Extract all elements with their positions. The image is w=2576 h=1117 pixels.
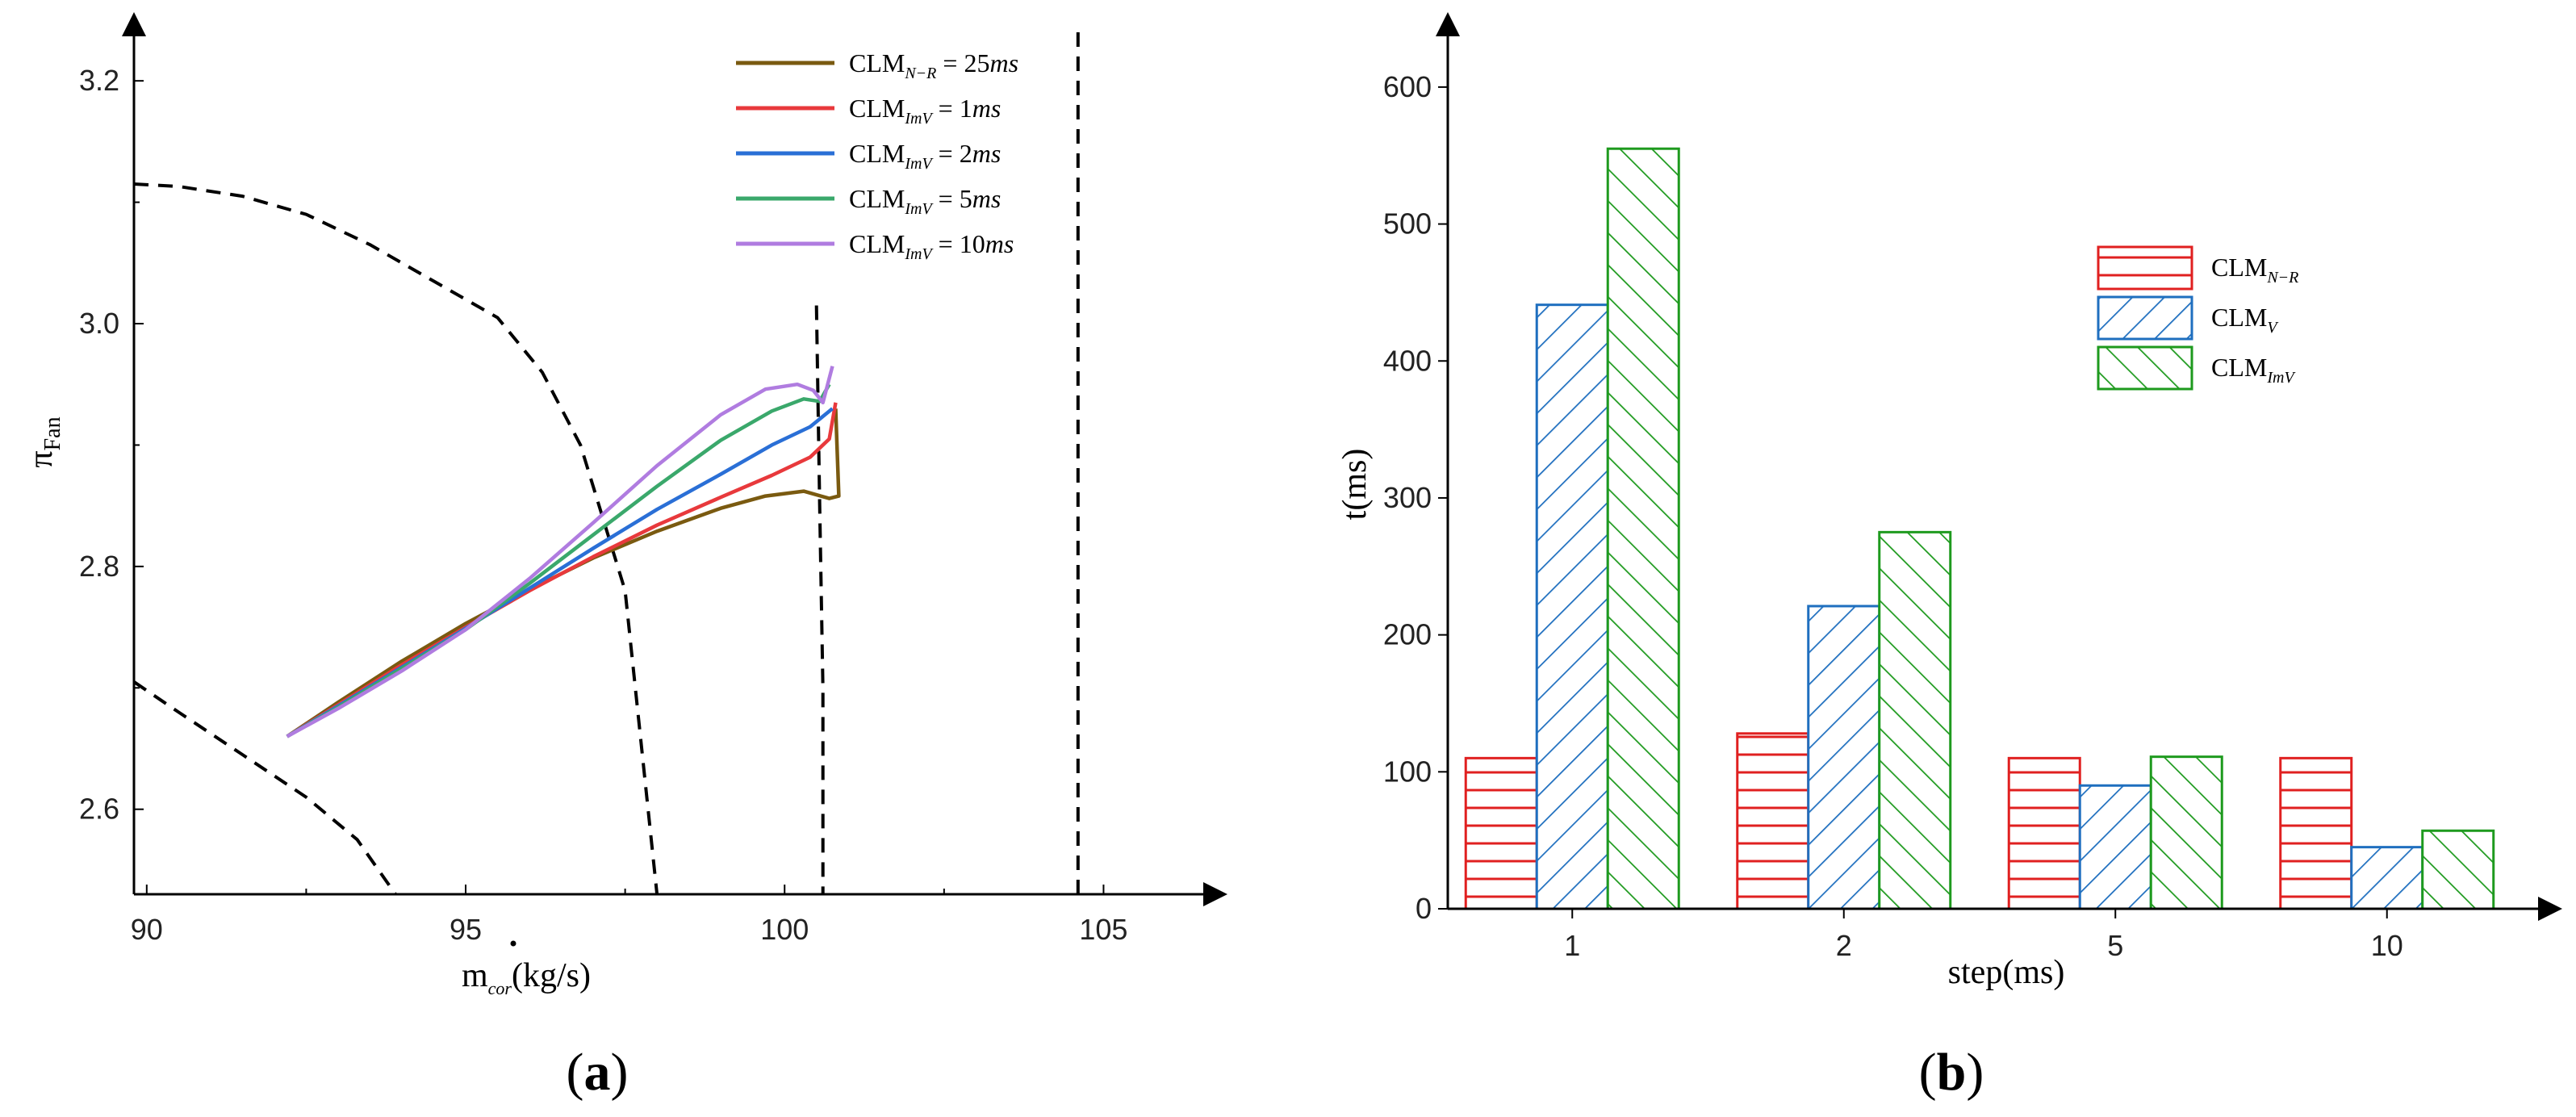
- y-tick-label: 3.0: [79, 307, 119, 340]
- legend: CLMN−R CLMV CLMImV: [2097, 245, 2298, 391]
- y-tick-label: 200: [1383, 618, 1432, 651]
- legend-label: CLMImV: [2211, 353, 2296, 387]
- bar: [1807, 605, 1881, 910]
- x-tick-label: 10: [2371, 929, 2403, 962]
- bar: [2149, 755, 2223, 910]
- legend-label: CLMN−R: [2211, 253, 2298, 287]
- bar: [2007, 756, 2081, 910]
- axes: [122, 12, 1227, 906]
- legend-label: CLMN−R = 25ms: [849, 48, 1018, 82]
- panel-label-b: (b): [1919, 1043, 1984, 1102]
- bar: [2078, 784, 2152, 910]
- panel-a-line-chart: 90 95 100 105 2.6 2.8 3.0 3.2 mcor(kg/s) πFan C…: [23, 12, 1227, 1102]
- bar-group: [1464, 147, 2495, 910]
- legend-label: CLMV: [2211, 303, 2279, 337]
- bar: [2350, 846, 2424, 910]
- y-tick-label: 600: [1383, 70, 1432, 103]
- y-tick-label: 300: [1383, 481, 1432, 514]
- legend-label: CLMImV = 10ms: [849, 229, 1014, 263]
- y-tick-label: 400: [1383, 344, 1432, 377]
- x-tick-label: 2: [1836, 929, 1852, 962]
- legend-label: CLMImV = 5ms: [849, 184, 1001, 218]
- bar: [1535, 303, 1609, 910]
- panel-label-a: (a): [567, 1043, 629, 1102]
- y-axis-title: t(ms): [1336, 449, 1374, 521]
- x-axis-title-main: m: [462, 957, 488, 994]
- y-axis-title-main: π: [23, 450, 60, 467]
- x-tick-label: 90: [131, 913, 163, 946]
- x-tick-label: 100: [760, 913, 809, 946]
- x-tick-label: 95: [450, 913, 482, 946]
- y-axis-title: πFan: [23, 416, 65, 467]
- x-tick-label: 1: [1564, 929, 1580, 962]
- x-axis-title-unit: (kg/s): [512, 957, 591, 994]
- mdot-marker: [510, 940, 516, 947]
- legend: CLMN−R = 25ms CLMImV = 1ms CLMImV = 2ms CLM…: [736, 48, 1018, 263]
- tick-group: 90 95 100 105 2.6 2.8 3.0 3.2: [79, 64, 1128, 946]
- y-tick-label: 100: [1383, 755, 1432, 788]
- x-axis-title: step(ms): [1948, 954, 2065, 991]
- legend-swatch: [2097, 295, 2193, 341]
- bar: [1878, 530, 1952, 910]
- y-tick-label: 500: [1383, 207, 1432, 241]
- dashed-boundary-line: [814, 305, 825, 894]
- bar: [2279, 756, 2353, 910]
- y-tick-label: 2.6: [79, 793, 119, 826]
- bar: [2421, 829, 2495, 910]
- x-axis-title-sub: cor: [488, 978, 512, 998]
- bar: [1736, 732, 1810, 910]
- y-tick-label: 3.2: [79, 64, 119, 97]
- axes: [1436, 12, 2562, 921]
- series-line: [286, 383, 831, 738]
- dashed-boundary-line: [132, 680, 397, 896]
- svg-text:πFan: πFan: [23, 416, 65, 467]
- series-line: [286, 366, 834, 738]
- legend-swatch: [2097, 245, 2193, 291]
- tick-group: 0 100 200 300 400 500 600 1 2 5 10: [1383, 70, 2403, 962]
- y-tick-label: 2.8: [79, 550, 119, 583]
- series-line: [286, 402, 838, 738]
- x-tick-label: 5: [2107, 929, 2123, 962]
- y-axis-title-sub: Fan: [40, 416, 65, 450]
- y-tick-label: 0: [1416, 892, 1432, 925]
- boundary-dashed-lines: [132, 32, 1080, 896]
- x-tick-label: 105: [1079, 913, 1127, 946]
- x-axis-title: mcor(kg/s): [462, 957, 591, 998]
- legend-label: CLMImV = 2ms: [849, 139, 1001, 173]
- bar: [1606, 147, 1680, 910]
- bar: [1464, 756, 1538, 910]
- series-line: [286, 408, 841, 738]
- legend-label: CLMImV = 1ms: [849, 94, 1001, 128]
- line-series-group: [286, 366, 841, 738]
- dashed-boundary-line: [133, 182, 659, 895]
- legend-swatch: [2097, 345, 2193, 391]
